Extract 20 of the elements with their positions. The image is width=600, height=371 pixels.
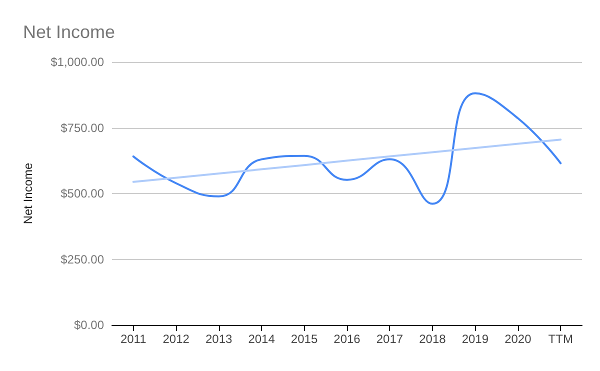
x-tick-label: 2020 [504,332,532,346]
x-tick-label: 2019 [462,332,489,346]
x-tick-label: 2011 [120,332,147,346]
y-axis-title: Net Income [21,162,35,224]
x-tick-label: 2017 [376,332,404,346]
x-tick-label: 2013 [205,332,232,346]
x-tick-label: 2016 [334,332,361,346]
x-tick-label: 2015 [290,332,318,346]
y-tick-label: $750.00 [60,120,104,135]
y-tick-label: $250.00 [60,252,104,266]
line-series [132,138,562,183]
line-series [132,92,562,205]
x-tick-label: TTM [548,332,573,346]
x-tick-label: 2014 [248,332,276,346]
x-tick-label: 2012 [162,332,190,346]
y-tick-label: $500.00 [60,186,104,200]
y-tick-label: $0.00 [74,318,104,332]
chart-title: Net Income [23,22,116,42]
x-tick-label: 2018 [419,332,446,346]
y-tick-label: $1,000.00 [50,55,104,69]
